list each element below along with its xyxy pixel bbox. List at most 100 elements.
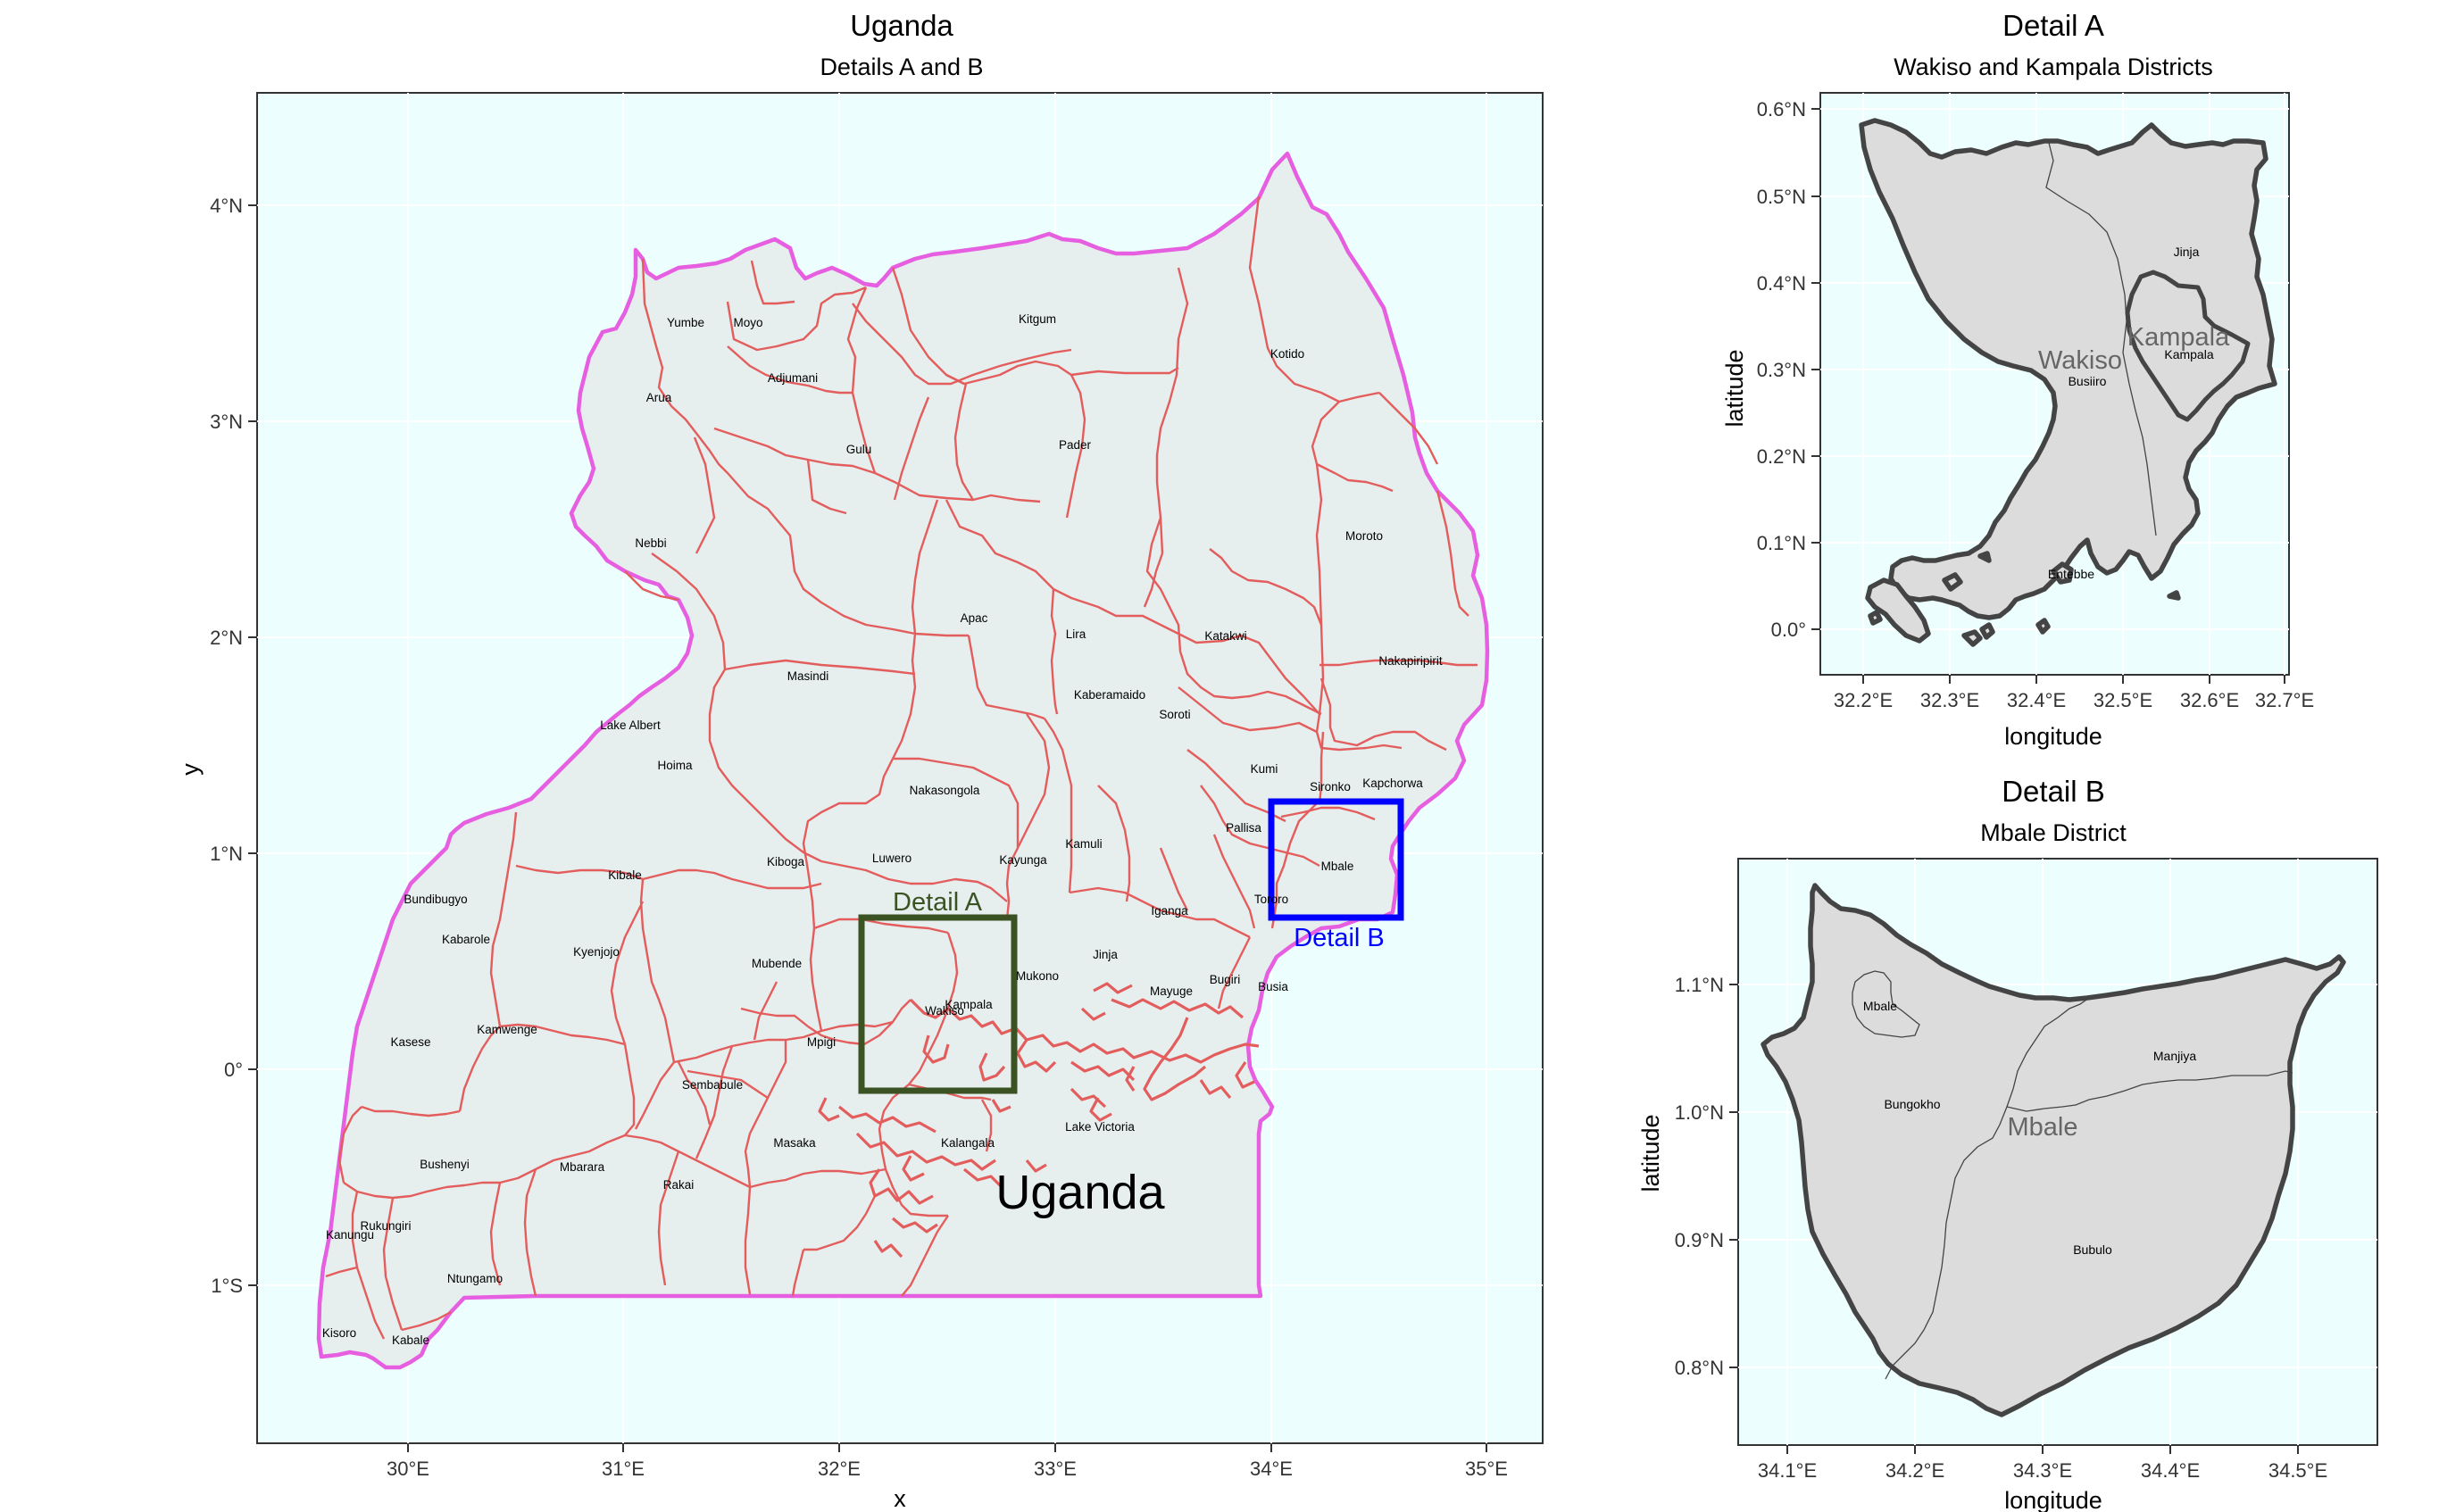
district-label: Luwero <box>872 852 912 865</box>
x-tick-label: 33°E <box>1034 1458 1077 1480</box>
detail-a-island <box>1961 629 1983 647</box>
district-label: Gulu <box>846 443 872 456</box>
x-tick-label: 32.6°E <box>2180 689 2239 711</box>
district-label: Tororo <box>1254 893 1288 906</box>
detail-a-y-title: latitude <box>1721 349 1748 427</box>
y-tick-label: 0.6°N <box>1757 98 1806 120</box>
x-tick-label: 32.3°E <box>1920 689 1979 711</box>
district-label: Moroto <box>1345 529 1383 543</box>
y-tick-label: 3°N <box>210 411 243 433</box>
y-tick-label: 1°N <box>210 843 243 865</box>
detail-a-region-label: Wakiso <box>2038 346 2122 375</box>
district-label: Mubende <box>752 957 802 970</box>
district-label: Hoima <box>657 759 693 772</box>
main-map-subtitle: Details A and B <box>820 54 983 80</box>
district-label: Yumbe <box>667 316 704 329</box>
district-label: Nakapiripirit <box>1378 654 1443 668</box>
detail-b-x-title: longitude <box>2004 1487 2102 1512</box>
detail-b-subtitle: Mbale District <box>1980 819 2127 846</box>
y-tick-label: 0.2°N <box>1757 445 1806 468</box>
x-tick-label: 32.4°E <box>2007 689 2066 711</box>
detail-a-title: Detail A <box>2002 9 2104 42</box>
district-label: Kumi <box>1251 762 1278 776</box>
district-label: Kitgum <box>1019 312 1056 326</box>
x-tick-label: 34.3°E <box>2013 1459 2072 1482</box>
detail-b-region-label: Mbale <box>2008 1113 2078 1142</box>
detail-b-inner-boundary <box>1852 970 1920 1038</box>
x-tick-label: 34.1°E <box>1758 1459 1817 1482</box>
detail-a-subcounty-label: Entebbe <box>2048 567 2094 581</box>
detail-a-subcounty-label: Kampala <box>2164 347 2213 361</box>
detail-a-subcounty-label: Jinja <box>2174 245 2200 259</box>
district-label: Mpigi <box>807 1035 836 1049</box>
district-label: Arua <box>646 391 672 404</box>
district-label: Pallisa <box>1226 821 1261 835</box>
wakiso-kampala-outline <box>1859 118 2277 620</box>
district-label: Kaberamaido <box>1074 688 1145 702</box>
x-tick-label: 35°E <box>1465 1458 1508 1480</box>
district-label: Kamuli <box>1065 837 1102 851</box>
district-label: Moyo <box>733 316 762 329</box>
district-label: Katakwi <box>1204 629 1246 643</box>
y-tick-label: 0.1°N <box>1757 532 1806 554</box>
district-label: Rukungiri <box>360 1219 411 1233</box>
district-label: Wakiso <box>925 1004 964 1018</box>
district-label: Kotido <box>1270 347 1304 361</box>
lake-victoria-shore <box>818 982 1260 1259</box>
x-tick-label: 31°E <box>602 1458 645 1480</box>
district-label: Kiboga <box>767 855 805 868</box>
district-label: Kasese <box>390 1035 430 1049</box>
district-label: Mayuge <box>1150 984 1193 998</box>
detail-b-x-axis: 34.1°E 34.2°E 34.3°E 34.4°E 34.5°E longi… <box>1758 1445 2327 1512</box>
x-tick-label: 32°E <box>818 1458 861 1480</box>
detail-b-y-title: latitude <box>1637 1114 1664 1192</box>
detail-b-subcounty-label: Bungokho <box>1884 1097 1940 1111</box>
uganda-border <box>316 151 1490 1370</box>
district-label: Pader <box>1059 438 1092 452</box>
x-tick-label: 34.5°E <box>2268 1459 2327 1482</box>
kampala-outline <box>2125 270 2251 422</box>
district-label: Bundibugyo <box>404 893 467 906</box>
y-tick-label: 4°N <box>210 195 243 217</box>
district-label: Iganga <box>1151 904 1188 918</box>
district-label: Kisoro <box>322 1326 356 1340</box>
detail-b-label: Detail B <box>1294 924 1385 952</box>
district-boundaries <box>325 195 1478 1340</box>
main-map-y-title: y <box>177 763 204 776</box>
detail-a-inner-boundary <box>2045 142 2157 536</box>
detail-b-inner-boundary <box>2006 1070 2293 1112</box>
district-label: Mbarara <box>560 1160 605 1174</box>
detail-a-island <box>1868 610 1883 626</box>
y-tick-label: 1°S <box>211 1275 243 1297</box>
y-tick-label: 2°N <box>210 627 243 649</box>
mbale-district-outline <box>1761 883 2346 1417</box>
district-label: Adjumani <box>768 371 818 385</box>
main-map-title: Uganda <box>850 9 953 42</box>
district-label: Nakasongola <box>910 784 980 797</box>
district-label: Busia <box>1258 980 1288 993</box>
y-tick-label: 0.8°N <box>1675 1357 1724 1379</box>
district-label: Kyenjojo <box>573 945 620 959</box>
detail-a-island <box>2035 618 2051 635</box>
district-label: Lira <box>1066 627 1086 641</box>
y-tick-label: 1.0°N <box>1675 1101 1724 1124</box>
district-label: Sembabule <box>682 1078 743 1092</box>
district-label: Lake Victoria <box>1065 1120 1135 1134</box>
x-tick-label: 34°E <box>1250 1458 1293 1480</box>
country-label: Uganda <box>995 1166 1165 1219</box>
x-tick-label: 34.2°E <box>1885 1459 1944 1482</box>
district-label: Kibale <box>608 868 642 882</box>
x-tick-label: 32.5°E <box>2094 689 2152 711</box>
district-labels: Yumbe Moyo Kitgum Kotido Adjumani Arua G… <box>322 312 1443 1347</box>
district-label: Ntungamo <box>447 1272 503 1285</box>
detail-a-panel: Detail A Wakiso and Kampala Districts <box>1721 9 2314 750</box>
district-label: Kalangala <box>941 1136 995 1150</box>
district-label: Nebbi <box>635 536 666 550</box>
district-label: Mbale <box>1321 860 1354 873</box>
district-label: Kabarole <box>442 933 490 946</box>
x-tick-label: 32.7°E <box>2255 689 2314 711</box>
district-label: Masaka <box>773 1136 816 1150</box>
y-tick-label: 0.3°N <box>1757 359 1806 381</box>
district-label: Sironko <box>1310 780 1351 793</box>
detail-a-island <box>2051 561 2074 585</box>
